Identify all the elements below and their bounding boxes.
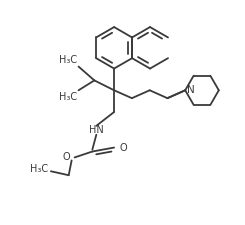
Text: HN: HN <box>89 125 104 135</box>
Text: O: O <box>62 153 70 162</box>
Text: N: N <box>187 85 195 95</box>
Text: H₃C: H₃C <box>30 164 48 174</box>
Text: H₃C: H₃C <box>60 55 78 65</box>
Text: O: O <box>119 143 127 153</box>
Text: H₃C: H₃C <box>60 92 78 102</box>
